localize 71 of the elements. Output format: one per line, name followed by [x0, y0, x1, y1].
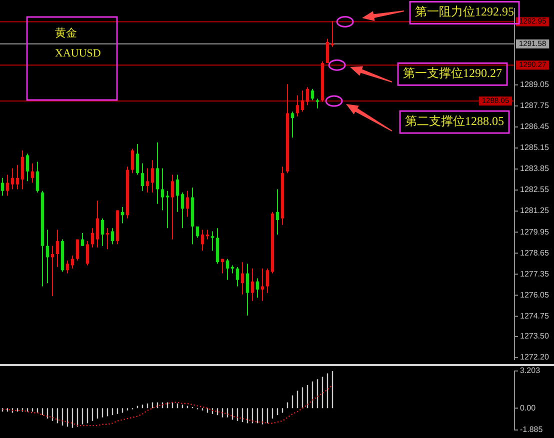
- candlestick: [296, 94, 300, 117]
- y-tick-label: 1282.55: [520, 185, 550, 194]
- candlestick: [140, 162, 144, 192]
- candlestick: [146, 168, 150, 193]
- candlestick: [160, 168, 164, 211]
- candlestick: [86, 240, 90, 266]
- candlestick: [110, 228, 114, 245]
- candlestick: [136, 143, 140, 176]
- y-tick-label: 1285.15: [520, 143, 550, 152]
- annotation: XAUUSD: [55, 48, 101, 60]
- candlestick: [326, 38, 330, 64]
- candlestick: [96, 200, 100, 248]
- annotation: 第二支撑位1288.05: [405, 114, 504, 128]
- candlestick: [76, 238, 80, 261]
- candlestick: [176, 174, 180, 212]
- candlestick: [310, 88, 314, 101]
- annotation: 第一支撑位1290.27: [403, 66, 502, 80]
- candlestick: [246, 263, 250, 316]
- candlestick: [150, 160, 154, 193]
- y-tick-label: 3.203: [520, 366, 541, 376]
- candlestick: [186, 190, 190, 218]
- candlestick: [0, 177, 4, 196]
- y-tick-label: 1289.05: [520, 80, 550, 89]
- candlestick: [300, 90, 304, 112]
- y-tick-label: 1283.85: [520, 164, 550, 174]
- candlestick: [226, 258, 230, 280]
- y-tick-label: 0.00: [520, 403, 536, 412]
- y-tick-label: 1272.20: [520, 352, 550, 362]
- y-tick-label: 1287.75: [520, 101, 550, 110]
- candlestick: [46, 229, 50, 284]
- candlestick: [290, 111, 294, 138]
- candlestick: [250, 268, 254, 302]
- candlestick: [66, 260, 70, 274]
- candlestick: [156, 142, 160, 204]
- candlestick: [26, 153, 30, 182]
- y-tick-label: 1277.35: [520, 269, 550, 278]
- candlestick: [30, 162, 34, 184]
- y-tick-label: 1273.50: [520, 332, 550, 341]
- candlestick: [210, 230, 214, 252]
- y-tick-label: 1286.45: [520, 122, 550, 132]
- y-tick-label: 1274.75: [520, 311, 550, 320]
- y-tick-label: -1.885: [520, 425, 544, 434]
- y-tick-label: 1276.05: [520, 290, 550, 300]
- candlestick: [200, 229, 204, 252]
- candlestick: [170, 174, 174, 240]
- candlestick: [166, 190, 170, 229]
- candlestick: [256, 278, 260, 298]
- candlestick: [20, 150, 24, 190]
- candlestick: [90, 228, 94, 248]
- annotation: 第一阻力位1292.95: [415, 4, 514, 19]
- y-tick-label: 1279.95: [520, 227, 550, 236]
- candlestick: [316, 98, 320, 109]
- candlestick: [36, 161, 40, 193]
- line-series: [2, 384, 334, 426]
- candlestick: [70, 255, 74, 270]
- y-tick-label: 1278.65: [520, 248, 550, 258]
- candlestick: [10, 168, 14, 190]
- candlestick: [56, 229, 60, 268]
- candlestick: [80, 232, 84, 246]
- candlestick: [276, 188, 280, 236]
- candlestick: [236, 266, 240, 287]
- candlestick: [100, 218, 104, 246]
- y-tick-label: 1281.25: [520, 206, 550, 216]
- candlestick: [180, 192, 184, 229]
- annotation: 黄金: [55, 26, 77, 40]
- candlestick: [6, 174, 10, 196]
- candlestick: [16, 164, 20, 190]
- candlestick: [240, 262, 244, 295]
- candlestick: [130, 148, 134, 174]
- candlestick: [266, 268, 270, 294]
- candlestick: [306, 86, 310, 106]
